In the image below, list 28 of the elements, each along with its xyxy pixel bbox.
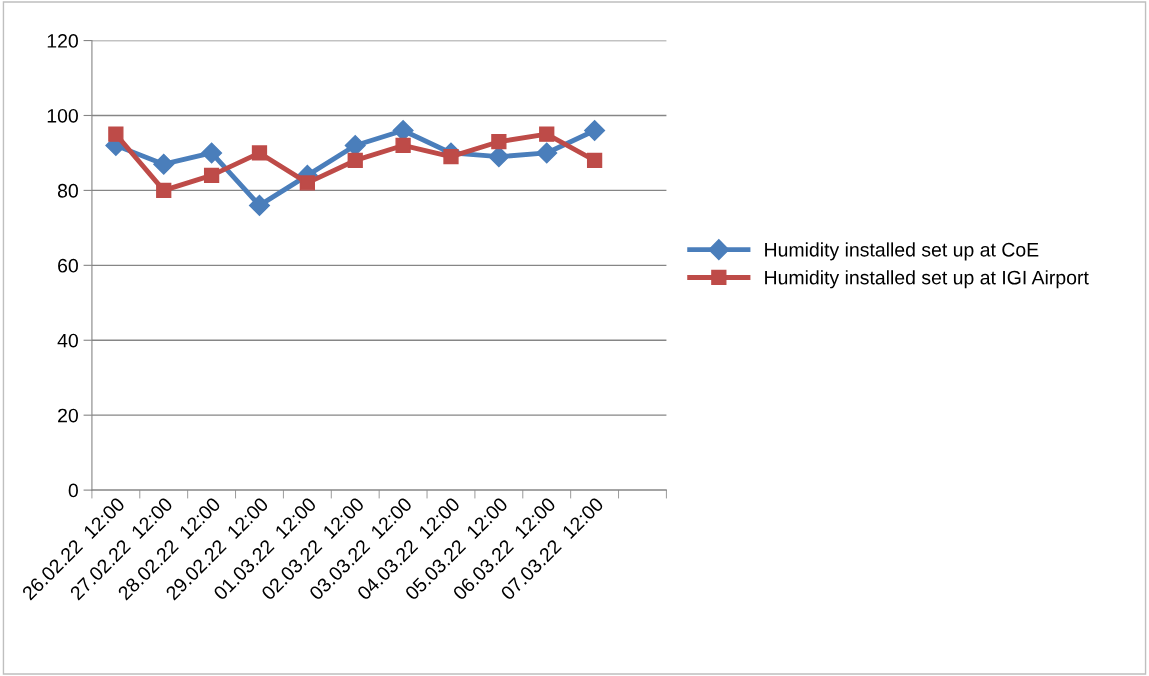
- point: [108, 126, 124, 142]
- point: [299, 175, 315, 191]
- point: [153, 153, 175, 175]
- point: [539, 126, 555, 142]
- y-tick-label: 60: [58, 258, 78, 273]
- y-tick-label: 0: [68, 483, 78, 498]
- point: [203, 167, 220, 184]
- legend-label: Humidity installed set up at CoE: [765, 242, 1039, 261]
- legend-label: Humidity installed set up at IGI Airport: [765, 270, 1089, 289]
- point: [344, 134, 366, 156]
- point: [251, 145, 268, 161]
- point: [395, 137, 411, 154]
- point: [201, 142, 223, 164]
- point: [488, 146, 510, 168]
- point: [248, 194, 270, 216]
- point: [443, 149, 459, 165]
- point: [392, 119, 414, 141]
- y-tick-label: 40: [57, 333, 78, 348]
- point: [536, 142, 558, 164]
- point: [584, 119, 606, 141]
- y-tick-label: 20: [58, 408, 78, 423]
- y-tick-label: 120: [47, 34, 78, 48]
- y-tick-label: 100: [47, 108, 78, 123]
- y-tick-label: 80: [57, 183, 78, 198]
- point: [156, 182, 172, 199]
- point: [491, 134, 507, 150]
- point: [586, 152, 603, 169]
- point: [347, 152, 363, 169]
